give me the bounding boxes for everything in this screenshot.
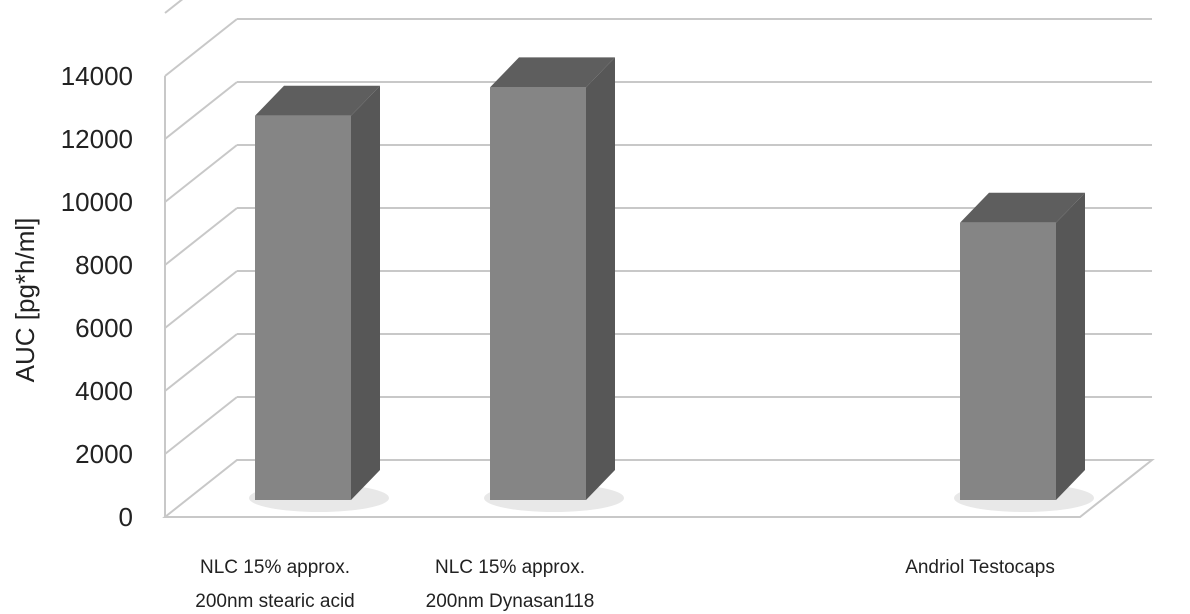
x-tick-label: NLC 15% approx. [435, 557, 585, 578]
bar-top [255, 85, 380, 116]
y-tick-label: 2000 [75, 439, 133, 469]
y-axis-ticks: 0 2000 4000 6000 8000 10000 12000 14000 [61, 61, 133, 532]
bars [249, 57, 1094, 512]
bar-side [1056, 192, 1085, 501]
bar [484, 57, 624, 512]
gridline-diagonal [164, 18, 238, 77]
gridline-diagonal [164, 207, 238, 266]
x-tick-label: 200nm Dynasan118 [426, 591, 595, 612]
bar [249, 85, 389, 512]
gridline-diagonal [164, 333, 238, 392]
gridline-diagonal [164, 0, 184, 14]
y-tick-label: 0 [119, 502, 133, 532]
gridline-diagonal [164, 270, 238, 329]
bar-top [490, 57, 615, 88]
gridline-diagonal [164, 396, 238, 455]
x-tick-label: Andriol Testocaps [905, 557, 1055, 578]
y-axis-label: AUC [pg*h/ml] [10, 218, 40, 383]
x-tick-label: NLC 15% approx. [200, 557, 350, 578]
bar [954, 192, 1094, 512]
y-tick-label: 8000 [75, 250, 133, 280]
y-tick-label: 10000 [61, 187, 133, 217]
gridline-diagonal [164, 144, 238, 203]
bar-side [351, 85, 380, 500]
gridline-diagonal [164, 81, 238, 140]
bar-front [960, 222, 1056, 501]
bar-side [586, 57, 615, 500]
x-axis-ticks: NLC 15% approx. 200nm stearic acid NLC 15%… [195, 557, 1055, 612]
y-tick-label: 4000 [75, 376, 133, 406]
y-tick-label: 12000 [61, 124, 133, 154]
bar-front [490, 87, 586, 500]
bar-top [960, 192, 1085, 223]
x-tick-label: 200nm stearic acid [195, 591, 354, 612]
y-tick-label: 14000 [61, 61, 133, 91]
bar-front [255, 115, 351, 500]
y-tick-label: 6000 [75, 313, 133, 343]
